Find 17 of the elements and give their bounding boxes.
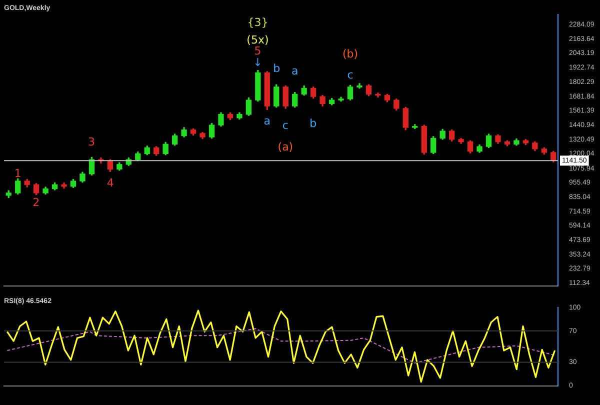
annotation: 2 <box>32 196 40 209</box>
annotation: a <box>264 114 271 128</box>
annotation: (b) <box>342 48 358 61</box>
annotation: b <box>273 62 280 76</box>
annotation: c <box>347 68 354 82</box>
annotation: (5x) <box>246 33 269 46</box>
annotation: {3} <box>247 16 268 30</box>
annotation: 3 <box>88 135 96 148</box>
annotation: 4 <box>106 176 114 190</box>
annotation: c <box>282 119 288 132</box>
annotation: 1 <box>14 166 22 180</box>
annotation: ↓ <box>253 56 262 70</box>
annotation: b <box>310 116 317 130</box>
annotation: 5 <box>254 44 262 58</box>
annotation: (a) <box>278 140 294 154</box>
line-series <box>6 328 556 364</box>
annotation: a <box>291 64 298 78</box>
